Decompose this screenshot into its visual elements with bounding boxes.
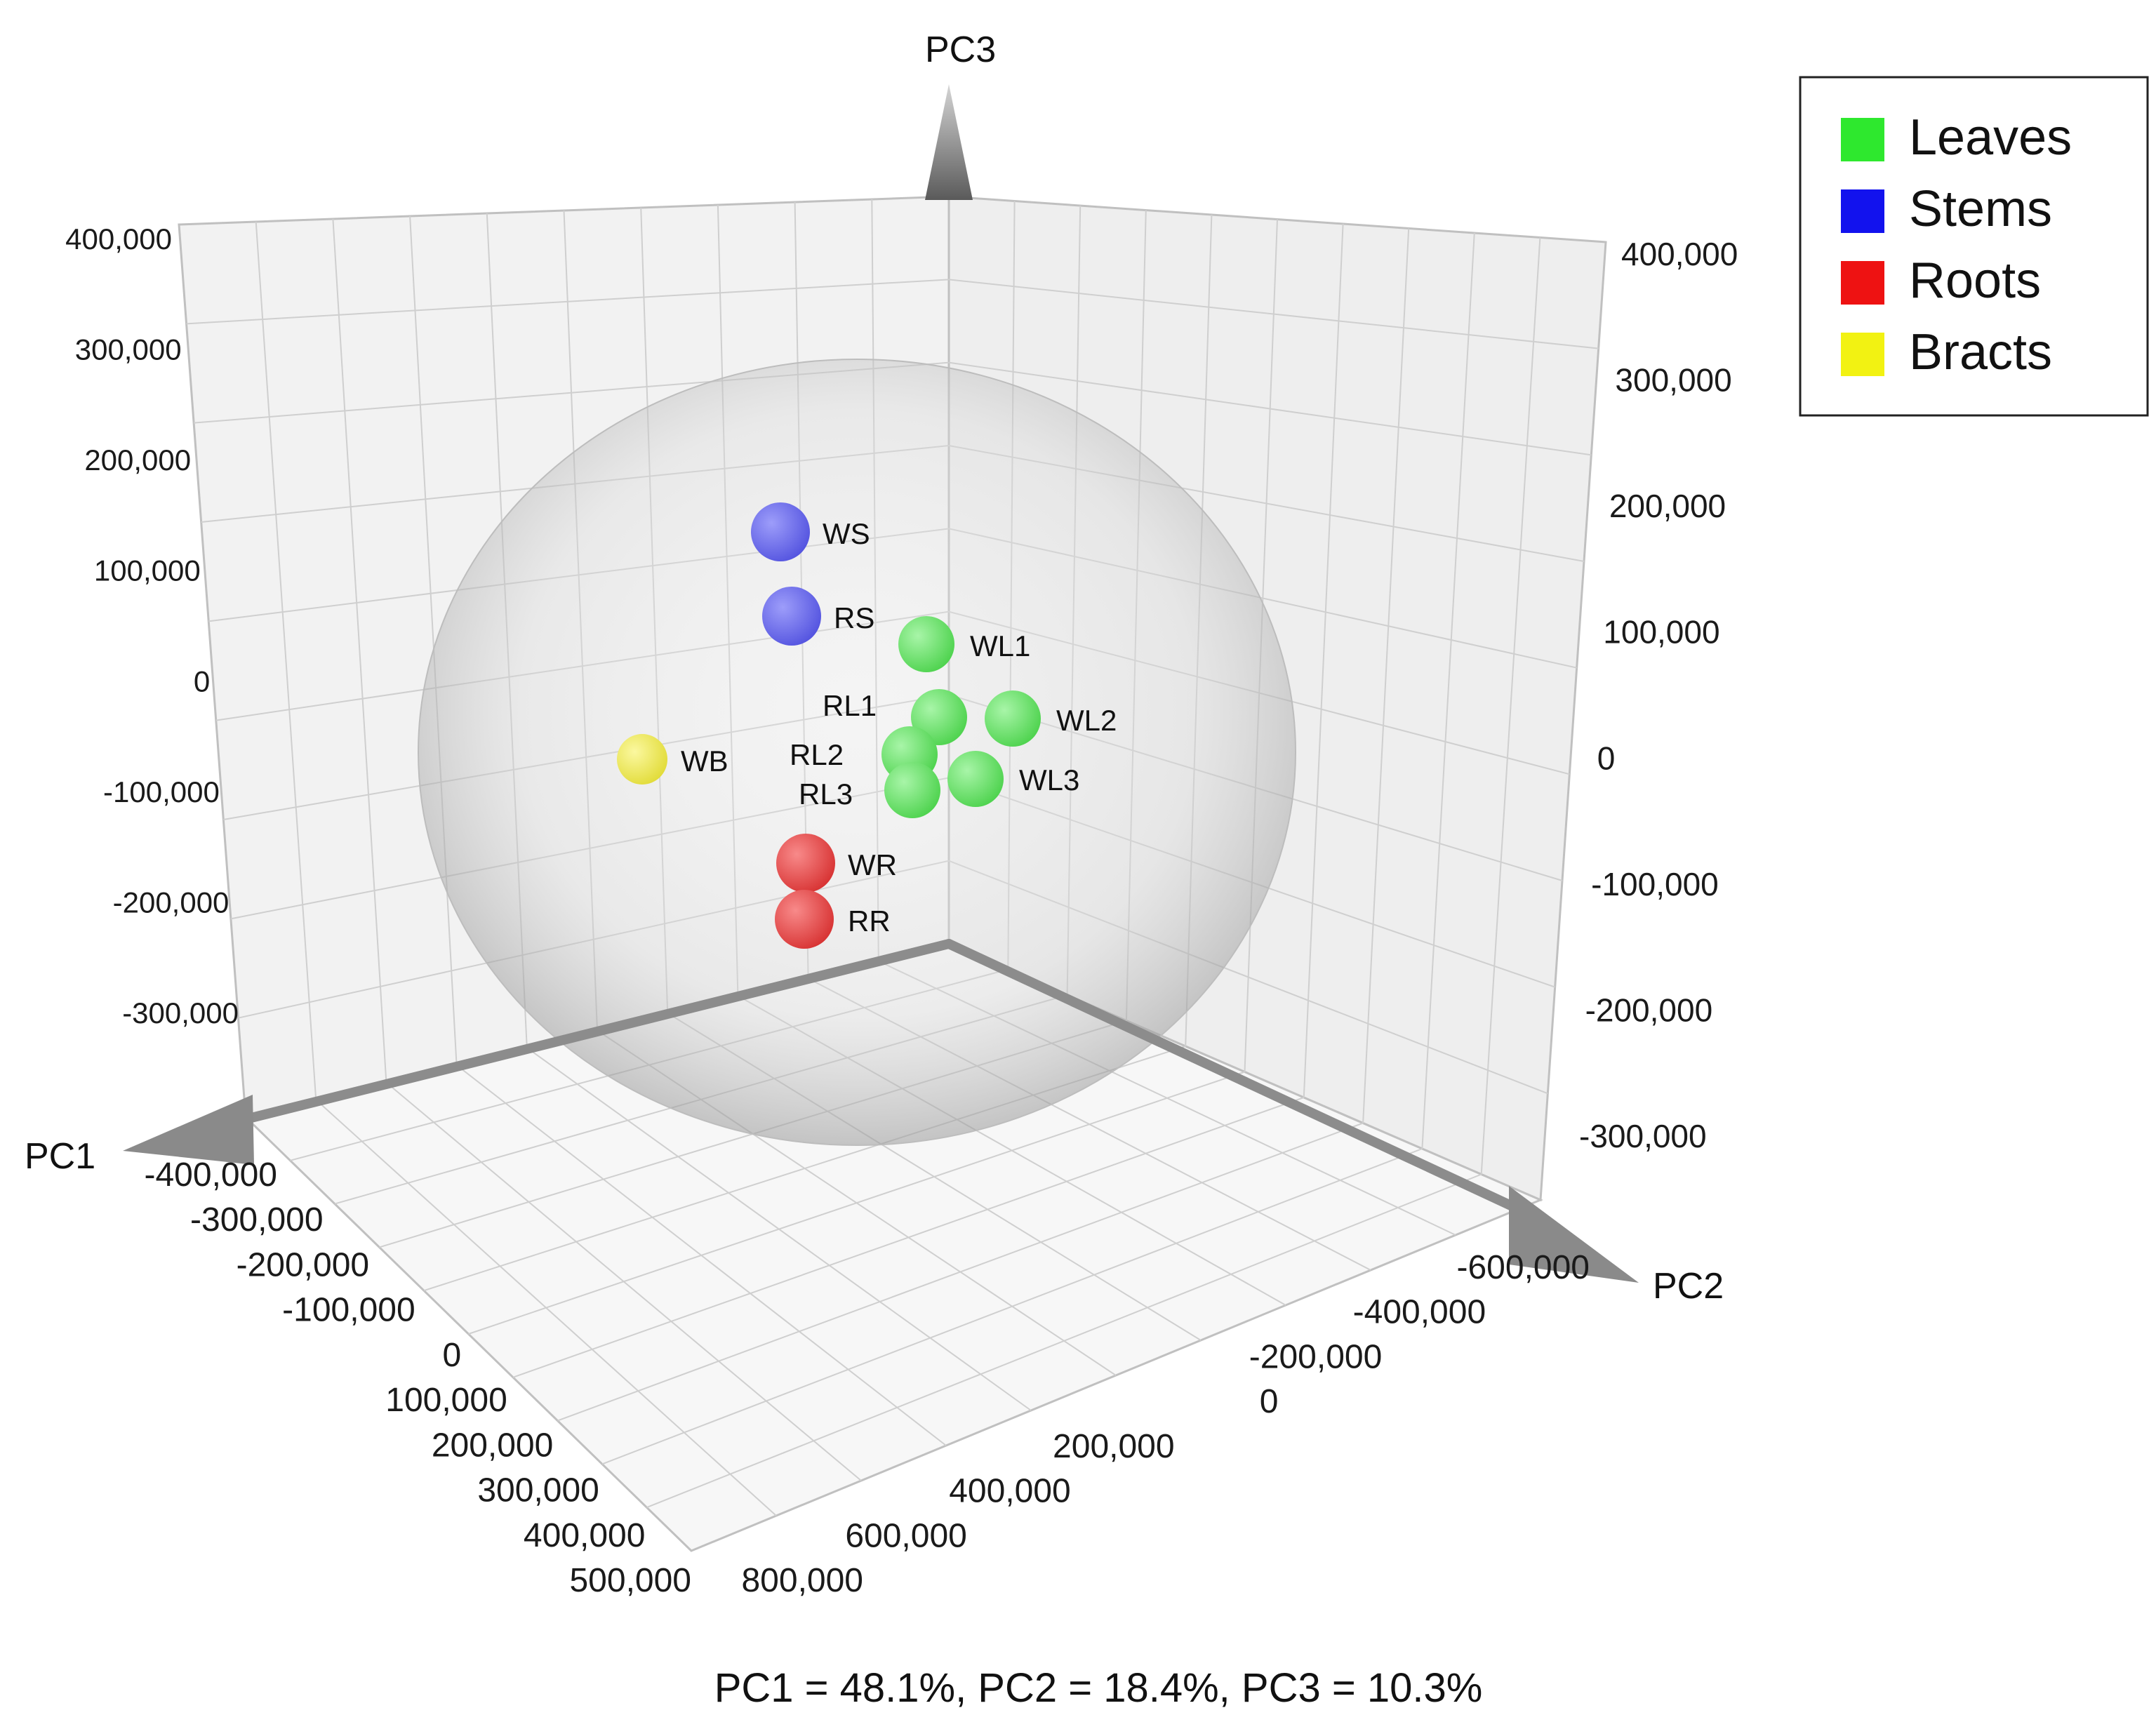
tick-label: 200,000	[432, 1427, 554, 1464]
grid-line	[601, 1148, 1423, 1465]
point-label-rs: RS	[834, 601, 874, 634]
legend: Leaves Stems Roots Bracts	[1799, 76, 2149, 417]
data-point-wb	[617, 734, 667, 785]
point-label-wb: WB	[681, 745, 728, 778]
point-label-rl2: RL2	[790, 738, 844, 771]
legend-label-bracts: Bracts	[1909, 324, 2052, 380]
data-point-ws	[751, 502, 810, 561]
tick-label: 0	[1260, 1383, 1279, 1420]
tick-label: 400,000	[524, 1517, 646, 1554]
data-point-wl2	[985, 690, 1041, 747]
pc2-axis-title: PC2	[1653, 1266, 1724, 1307]
variance-caption: PC1 = 48.1%, PC2 = 18.4%, PC3 = 10.3%	[714, 1665, 1483, 1711]
grid-line	[512, 1097, 1305, 1378]
tick-label: 300,000	[75, 333, 182, 366]
confidence-ellipsoid	[418, 359, 1296, 1146]
tick-label: 200,000	[1609, 488, 1726, 524]
tick-label: 0	[443, 1337, 462, 1374]
tick-label: 800,000	[741, 1562, 863, 1599]
tick-label: -100,000	[103, 775, 220, 808]
tick-label: 400,000	[949, 1473, 1071, 1510]
data-point-rs	[762, 587, 821, 646]
pc3-arrowhead-icon	[925, 84, 973, 200]
grid-line	[255, 221, 317, 1100]
point-label-ws: WS	[823, 517, 870, 550]
pc1-axis-title: PC1	[25, 1136, 95, 1177]
pc3-axis-title: PC3	[925, 29, 996, 70]
tick-label: 400,000	[1621, 236, 1738, 272]
axis-rods	[123, 84, 1639, 1283]
tick-label: -100,000	[282, 1292, 415, 1329]
data-point-wl1	[898, 616, 954, 672]
tick-label: -300,000	[1579, 1118, 1707, 1154]
tick-label: 600,000	[845, 1517, 967, 1554]
pc2-rod	[944, 939, 1549, 1226]
pc1-arrowhead-icon	[123, 1095, 254, 1165]
legend-swatch-leaves	[1841, 118, 1884, 161]
legend-label-leaves: Leaves	[1909, 109, 2072, 166]
tick-label: -200,000	[1585, 992, 1713, 1028]
tick-label: -100,000	[1591, 866, 1719, 902]
tick-label: -200,000	[1249, 1338, 1383, 1375]
legend-label-roots: Roots	[1909, 253, 2041, 309]
tick-label: 500,000	[569, 1562, 691, 1599]
tick-label: 400,000	[65, 222, 172, 255]
point-label-wl1: WL1	[970, 629, 1030, 662]
grid-line	[948, 279, 1599, 349]
tick-label: 0	[1597, 740, 1616, 776]
legend-swatch-stems	[1841, 189, 1884, 233]
tick-label: 300,000	[1615, 362, 1731, 399]
point-label-rr: RR	[848, 905, 891, 937]
grid-line	[1421, 232, 1475, 1149]
grid-line	[1303, 223, 1344, 1098]
point-label-wl3: WL3	[1019, 763, 1079, 796]
grid-line	[646, 1173, 1482, 1509]
legend-swatch-roots	[1841, 261, 1884, 305]
grid-line	[186, 279, 950, 325]
point-label-rl3: RL3	[799, 778, 853, 810]
legend-label-stems: Stems	[1909, 181, 2052, 237]
tick-label: -300,000	[190, 1201, 324, 1239]
point-label-wr: WR	[848, 848, 897, 881]
data-point-rl3	[884, 762, 940, 818]
pc1-tick-labels: -400,000 -300,000 -200,000 -100,000 0 100,000…	[145, 1156, 692, 1599]
tick-label: 100,000	[1603, 614, 1719, 650]
tick-label: -200,000	[113, 886, 229, 919]
data-point-wl3	[947, 751, 1004, 807]
grid-line	[557, 1122, 1364, 1422]
tick-label: 100,000	[385, 1382, 507, 1419]
pc2-arrowhead-icon	[1509, 1186, 1639, 1283]
pc1-rod	[227, 939, 954, 1128]
tick-label: -200,000	[237, 1246, 370, 1283]
tick-label: -300,000	[122, 996, 239, 1029]
tick-label: 200,000	[1053, 1428, 1175, 1465]
point-label-wl2: WL2	[1056, 704, 1117, 737]
pc2-tick-labels: -600,000 -400,000 -200,000 0 200,000 400,000 6…	[741, 1249, 1590, 1599]
legend-swatch-bracts	[1841, 333, 1884, 376]
tick-label: -600,000	[1457, 1249, 1590, 1286]
pc3-left-tick-labels: 400,000 300,000 200,000 100,000 0 -100,000 -20…	[65, 222, 239, 1029]
data-points: WS RS WL1 RL1 WL2 RL2 WL3 RL3 WB WR RR	[617, 502, 1117, 949]
grid-line	[948, 361, 1592, 456]
data-point-wr	[776, 834, 835, 893]
point-label-rl1: RL1	[823, 689, 877, 722]
tick-label: -400,000	[145, 1156, 278, 1194]
tick-label: 0	[194, 665, 210, 698]
tick-label: 100,000	[94, 554, 201, 587]
tick-label: 200,000	[84, 443, 191, 476]
pc3-right-tick-labels: 400,000 300,000 200,000 100,000 0 -100,000 -20…	[1579, 236, 1738, 1154]
grid-line	[332, 218, 387, 1083]
grid-line	[1480, 237, 1541, 1175]
tick-label: 300,000	[477, 1472, 599, 1509]
grid-line	[1362, 228, 1410, 1123]
grid-line	[409, 215, 458, 1065]
data-point-rr	[775, 890, 834, 949]
grid-line	[468, 1071, 1245, 1335]
tick-label: -400,000	[1353, 1294, 1486, 1331]
